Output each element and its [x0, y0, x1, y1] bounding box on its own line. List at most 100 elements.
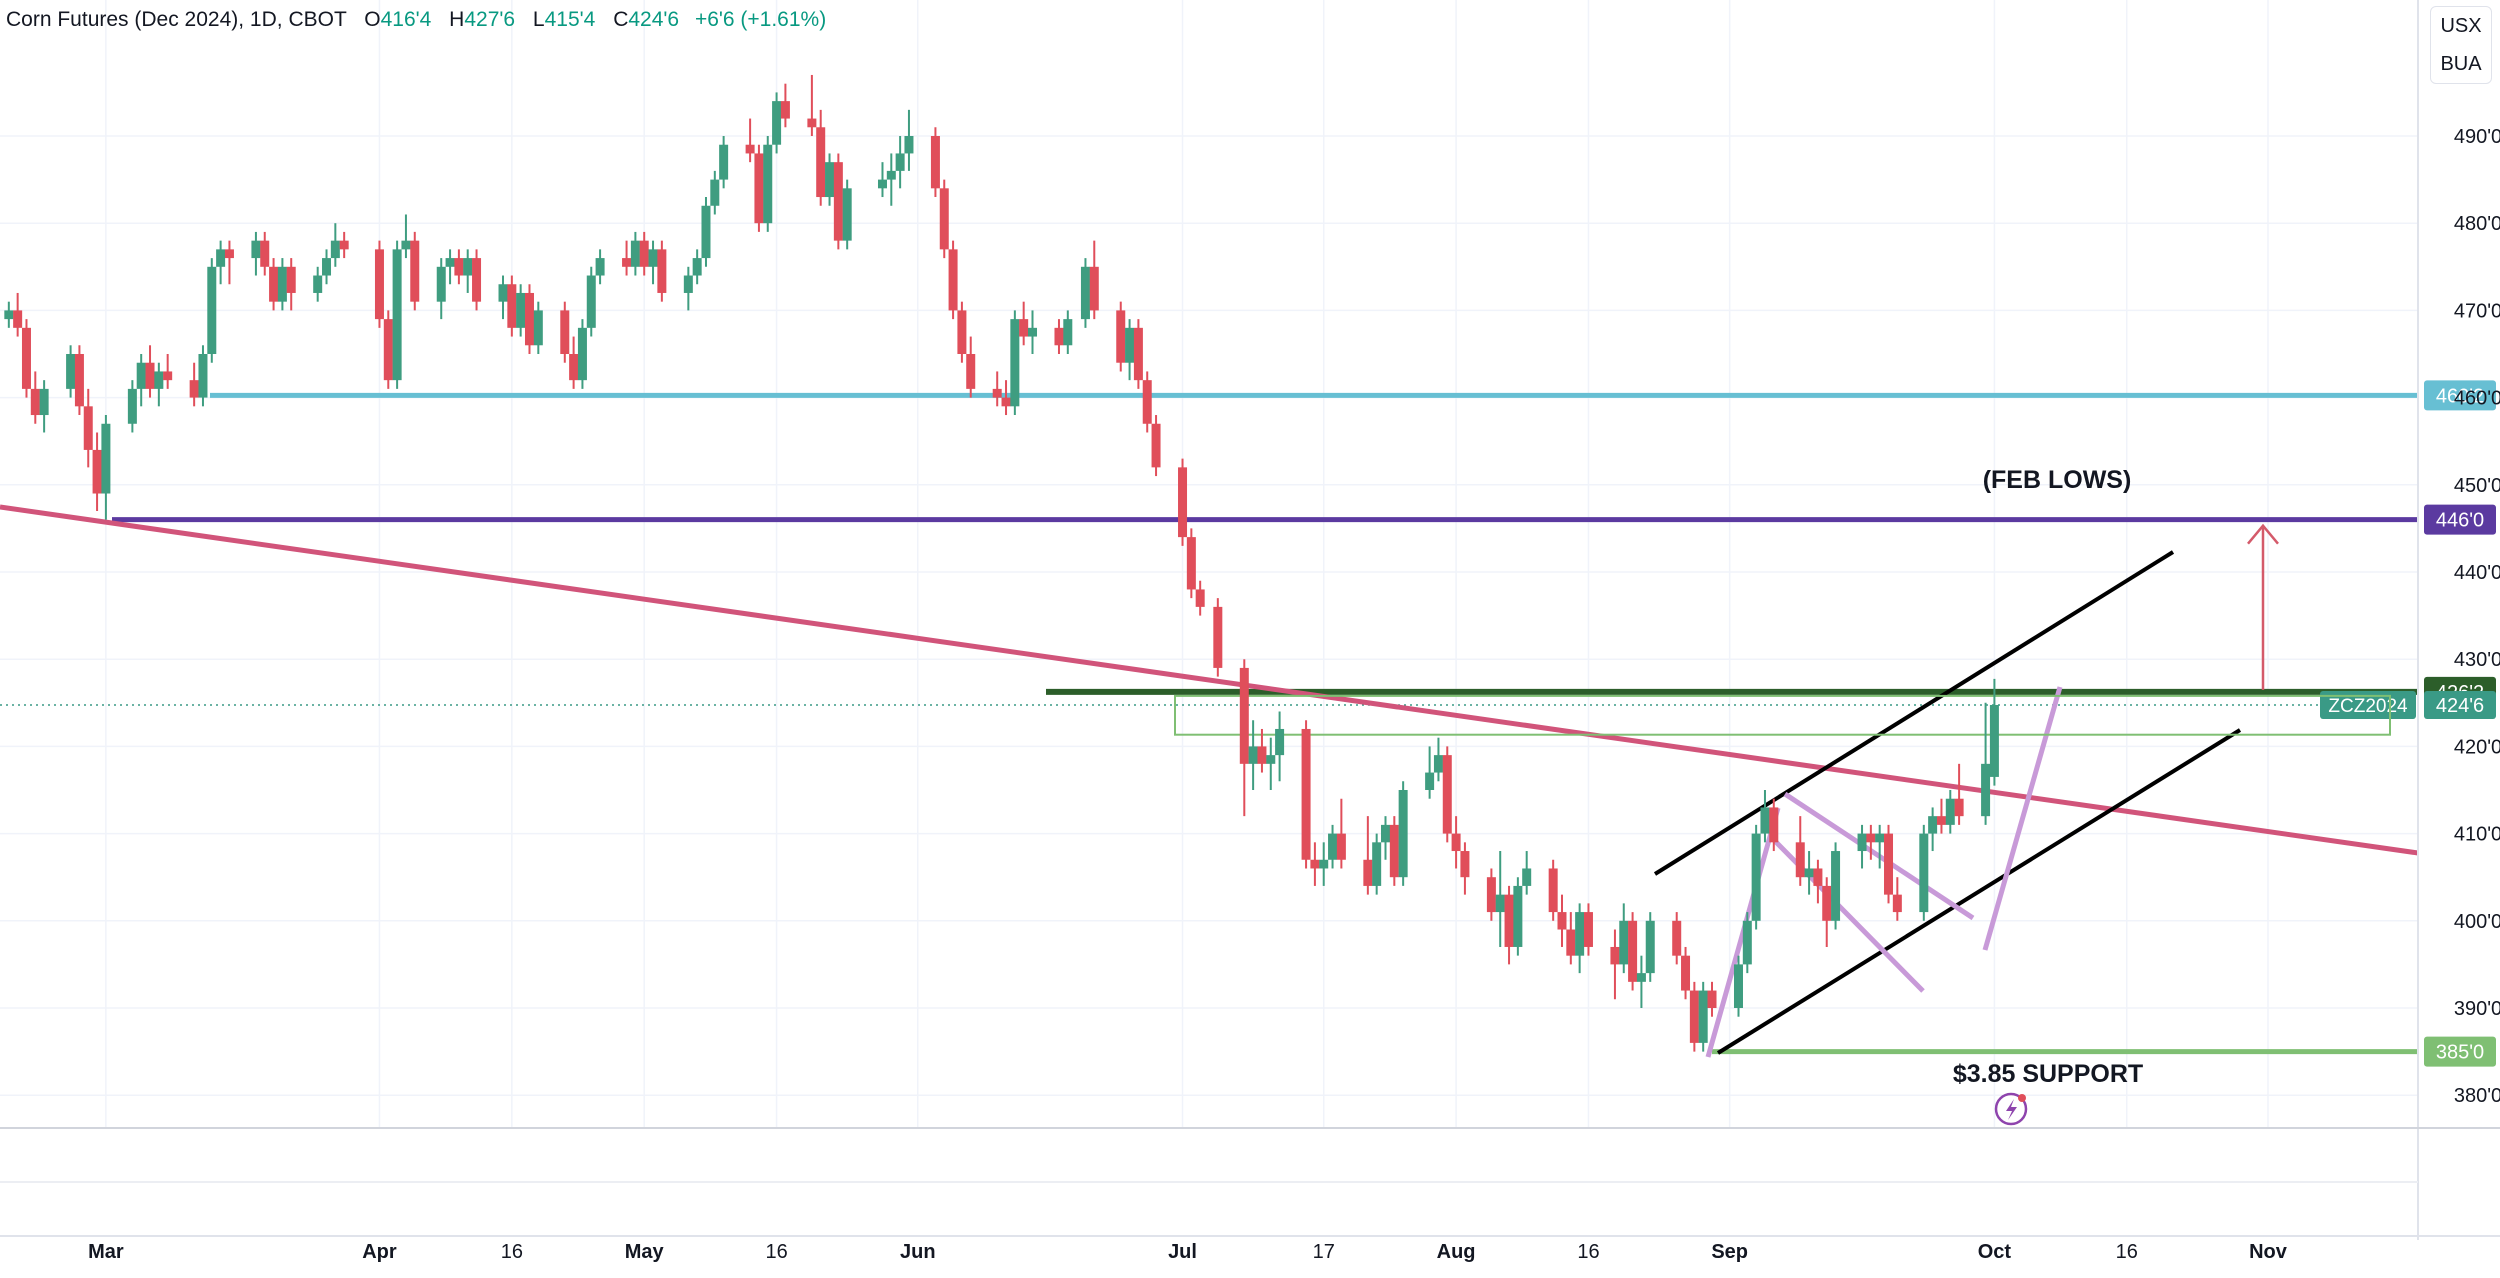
- candle-body: [1619, 920, 1629, 965]
- candle: [930, 127, 940, 198]
- candle: [1636, 955, 1646, 1008]
- candle: [189, 362, 199, 407]
- candle: [313, 266, 323, 302]
- candle-body: [30, 388, 40, 416]
- candle-body: [401, 240, 411, 250]
- candle: [569, 336, 579, 389]
- channel-lower-line: [1716, 728, 2242, 1055]
- candle: [1213, 598, 1223, 677]
- price-tick-label: 410'0: [2454, 824, 2500, 846]
- candle: [577, 319, 587, 389]
- candle-body: [374, 249, 384, 320]
- candle: [904, 109, 914, 171]
- candle-body: [516, 292, 526, 328]
- unit-button[interactable]: BUA: [2440, 53, 2482, 75]
- candle-body: [1628, 920, 1638, 982]
- candle-body: [560, 310, 570, 354]
- candle-body: [436, 266, 446, 302]
- high-label: H: [449, 8, 465, 31]
- candle-body: [1442, 755, 1452, 834]
- candle-body: [498, 284, 508, 302]
- candle: [692, 249, 702, 285]
- candle-body: [719, 144, 729, 180]
- candle-body: [21, 327, 31, 389]
- candle-body: [339, 240, 349, 250]
- candle: [1257, 728, 1267, 773]
- time-tick-label: May: [625, 1241, 665, 1263]
- candle-body: [13, 310, 23, 328]
- candle: [463, 249, 473, 293]
- candle-body: [1142, 380, 1152, 424]
- candle: [1742, 912, 1752, 974]
- candle-body: [1742, 920, 1752, 965]
- candle-body: [939, 188, 949, 250]
- candle: [163, 354, 173, 389]
- candle-body: [1151, 423, 1161, 468]
- candle-body: [1954, 798, 1964, 817]
- level-price-label: 385'0: [2436, 1042, 2484, 1064]
- candle: [701, 197, 711, 267]
- candle-body: [1054, 327, 1064, 346]
- candle-body: [1372, 842, 1382, 886]
- candle-body: [1857, 833, 1867, 852]
- candle: [842, 179, 852, 250]
- level-price-label: 446'0: [2436, 510, 2484, 532]
- candle: [1769, 798, 1779, 852]
- candle: [1566, 912, 1576, 965]
- candle: [1080, 258, 1090, 328]
- candle: [710, 170, 720, 215]
- candle-body: [1195, 589, 1205, 607]
- candle-body: [1133, 327, 1143, 381]
- candle-body: [1875, 833, 1885, 843]
- candle: [1142, 371, 1152, 433]
- candle: [322, 249, 332, 285]
- candle-body: [1804, 868, 1814, 878]
- candle-body: [1681, 955, 1691, 991]
- candle: [277, 258, 287, 311]
- candle-body: [1389, 824, 1399, 878]
- candle: [1504, 885, 1514, 965]
- candle-body: [1989, 704, 1999, 777]
- candle-body: [1822, 885, 1832, 921]
- candle-body: [630, 240, 640, 267]
- candle-body: [1892, 894, 1902, 913]
- candle-body: [877, 179, 887, 189]
- candle: [807, 74, 817, 136]
- open-value: 416'4: [380, 8, 432, 31]
- candle-body: [692, 258, 702, 276]
- channel-upper-line: [1653, 550, 2175, 876]
- candle: [13, 292, 23, 337]
- candle-body: [1010, 319, 1020, 407]
- currency-button[interactable]: USX: [2440, 15, 2482, 37]
- level-price-box: [2424, 504, 2496, 535]
- candle-body: [1795, 842, 1805, 878]
- candle-body: [472, 258, 482, 302]
- candle: [1451, 816, 1461, 869]
- candle-body: [392, 249, 402, 381]
- candle-body: [286, 266, 296, 293]
- candle: [1460, 842, 1470, 895]
- candle-body: [1928, 816, 1938, 834]
- candle-body: [454, 258, 464, 276]
- candle: [1981, 702, 1991, 825]
- candle: [877, 162, 887, 198]
- candle-body: [1884, 833, 1894, 895]
- candle-body: [1513, 885, 1523, 947]
- candle: [1363, 816, 1373, 895]
- change-value: +6'6 (+1.61%): [694, 8, 827, 31]
- candle: [145, 345, 155, 398]
- candle-body: [886, 170, 896, 180]
- candle-body: [1504, 894, 1514, 947]
- candle: [683, 266, 693, 311]
- candle: [1954, 763, 1964, 825]
- candle: [498, 275, 508, 320]
- candle-body: [322, 258, 332, 276]
- price-tick-label: 400'0: [2454, 911, 2500, 933]
- candle: [1884, 824, 1894, 904]
- candle-body: [216, 249, 226, 267]
- candle-body: [1610, 946, 1620, 965]
- candle: [1425, 746, 1435, 799]
- candle-body: [1328, 833, 1338, 860]
- candle: [1433, 737, 1443, 782]
